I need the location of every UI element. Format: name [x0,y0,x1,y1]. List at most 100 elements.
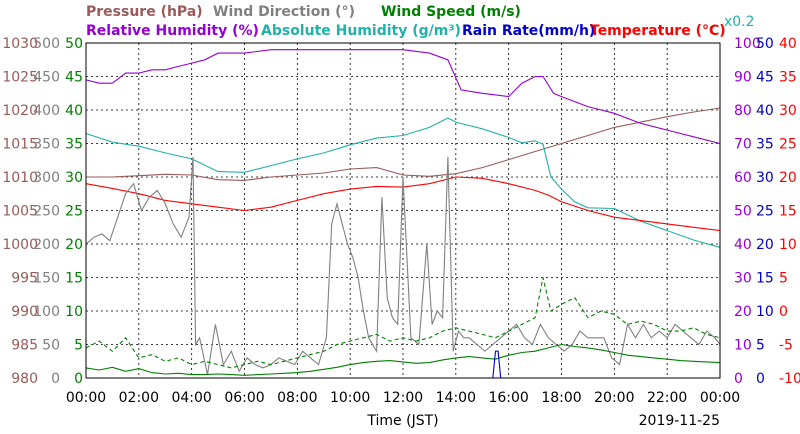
legend-wind-speed: Wind Speed (m/s) [381,4,521,20]
x-tick-label: 02:00 [119,390,159,406]
grid [86,43,720,378]
x-tick-label: 22:00 [647,390,687,406]
y-tick-pressure: 995 [11,271,38,287]
x-tick-label: 16:00 [488,390,528,406]
y-tick-rain-rate: 20 [756,237,774,253]
y-tick-temperature: 0 [779,304,788,320]
x-tick-label: 20:00 [594,390,634,406]
y-tick-temperature: 20 [779,170,797,186]
y-tick-wind-direction: 350 [33,137,60,153]
y-tick-rain-rate: 30 [756,170,774,186]
y-tick-relative-humidity: 0 [734,371,743,387]
y-tick-pressure: 1005 [2,204,38,220]
legend-temperature: Temperature (°C) [590,23,726,39]
x-tick-label: 12:00 [383,390,423,406]
x-tick-label: 08:00 [277,390,317,406]
y-tick-relative-humidity: 60 [734,170,752,186]
y-tick-relative-humidity: 40 [734,237,752,253]
y-tick-wind-direction: 100 [33,304,60,320]
axes: 1030102510201015101010051000995990985980… [2,36,800,387]
y-tick-wind-direction: 150 [33,271,60,287]
y-tick-temperature: 30 [779,103,797,119]
x-tick-label: 10:00 [330,390,370,406]
y-tick-wind-direction: 200 [33,237,60,253]
y-tick-pressure: 1030 [2,36,38,52]
y-tick-wind-speed: 0 [74,371,83,387]
x-tick-label: 00:00 [66,390,106,406]
series-wind-speed-m-s [85,343,721,376]
legend-wind-direction: Wind Direction (°) [213,4,355,20]
y-tick-wind-speed: 30 [65,170,83,186]
y-tick-relative-humidity: 20 [734,304,752,320]
y-tick-temperature: 35 [779,70,797,86]
y-tick-relative-humidity: 100 [734,36,761,52]
y-tick-wind-speed: 10 [65,304,83,320]
series-wind-speed-gust-m-s [85,277,721,369]
y-tick-temperature: -5 [779,338,793,354]
y-tick-wind-speed: 25 [65,204,83,220]
y-tick-rain-rate: 25 [756,204,774,220]
y-tick-relative-humidity: 10 [734,338,752,354]
series-wind-direction [85,156,721,375]
absolute-humidity-scale-label: x0.2 [724,14,755,30]
x-tick-label: 04:00 [171,390,211,406]
y-tick-wind-speed: 45 [65,70,83,86]
y-tick-pressure: 980 [11,371,38,387]
y-tick-pressure: 1000 [2,237,38,253]
y-tick-pressure: 1025 [2,70,38,86]
legend-rain-rate: Rain Rate(mm/h) [462,23,595,39]
y-tick-temperature: -10 [779,371,800,387]
y-tick-pressure: 1015 [2,137,38,153]
y-tick-wind-direction: 300 [33,170,60,186]
y-tick-wind-speed: 35 [65,137,83,153]
y-tick-wind-speed: 5 [74,338,83,354]
y-tick-rain-rate: 50 [756,36,774,52]
x-axis-ticks: 00:00 02:00 04:00 06:00 08:00 10:00 12:00 14:00… [66,390,740,406]
legend: Pressure (hPa) Wind Direction (°) Wind S… [86,4,755,39]
y-tick-relative-humidity: 50 [734,204,752,220]
x-axis-label: Time (JST) [366,413,438,429]
y-tick-wind-direction: 400 [33,103,60,119]
y-tick-rain-rate: 0 [756,371,765,387]
y-tick-wind-speed: 20 [65,237,83,253]
series-relative-humidity [85,49,721,145]
y-tick-rain-rate: 15 [756,271,774,287]
y-tick-temperature: 40 [779,36,797,52]
legend-relative-humidity: Relative Humidity (%) [86,23,259,39]
y-tick-temperature: 25 [779,137,797,153]
y-tick-wind-speed: 50 [65,36,83,52]
y-tick-pressure: 1020 [2,103,38,119]
y-tick-wind-direction: 450 [33,70,60,86]
legend-absolute-humidity: Absolute Humidity (g/m³) [261,23,461,39]
x-tick-label: 06:00 [224,390,264,406]
y-tick-relative-humidity: 70 [734,137,752,153]
y-tick-temperature: 5 [779,271,788,287]
y-tick-wind-speed: 40 [65,103,83,119]
y-tick-rain-rate: 40 [756,103,774,119]
y-tick-wind-direction: 0 [51,371,60,387]
y-tick-wind-direction: 500 [33,36,60,52]
legend-pressure: Pressure (hPa) [86,4,203,20]
y-tick-wind-direction: 50 [42,338,60,354]
y-tick-pressure: 985 [11,338,38,354]
y-tick-rain-rate: 5 [756,338,765,354]
y-tick-rain-rate: 45 [756,70,774,86]
x-tick-label: 14:00 [436,390,476,406]
y-tick-relative-humidity: 30 [734,271,752,287]
chart-date: 2019-11-25 [639,413,720,429]
y-tick-wind-direction: 250 [33,204,60,220]
y-tick-pressure: 1010 [2,170,38,186]
plot-frame [85,42,721,379]
y-tick-temperature: 10 [779,237,797,253]
y-tick-relative-humidity: 80 [734,103,752,119]
y-tick-relative-humidity: 90 [734,70,752,86]
y-tick-wind-speed: 15 [65,271,83,287]
x-tick-label: 18:00 [541,390,581,406]
x-tick-label: 00:00 [700,390,740,406]
y-tick-rain-rate: 35 [756,137,774,153]
series-temperature-c [85,176,721,232]
series-absolute-humidity-g-m [85,117,721,248]
y-tick-rain-rate: 10 [756,304,774,320]
y-tick-pressure: 990 [11,304,38,320]
